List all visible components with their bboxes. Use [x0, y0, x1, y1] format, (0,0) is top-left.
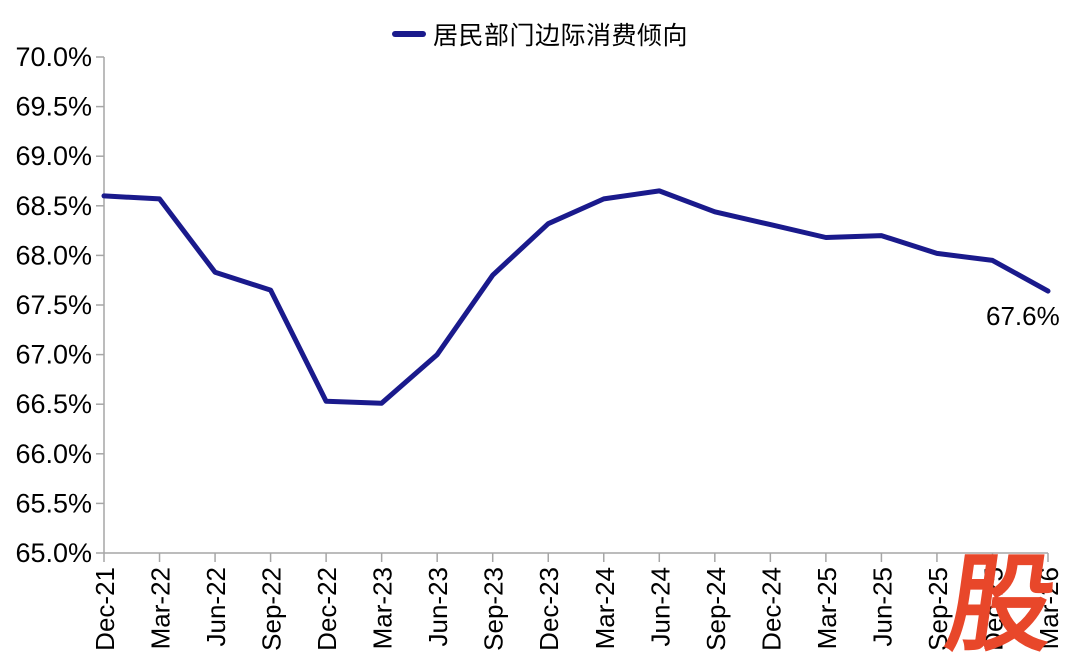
x-tick-label: Sep-25: [923, 567, 953, 651]
y-tick-label: 67.0%: [15, 340, 92, 370]
y-tick-label: 68.5%: [15, 191, 92, 221]
x-tick-label: Jun-23: [423, 567, 453, 647]
x-tick-label: Dec-22: [312, 567, 342, 651]
last-point-value-label: 67.6%: [986, 301, 1060, 331]
watermark-text: 股: [939, 543, 1063, 666]
x-tick-label: Mar-25: [812, 567, 842, 649]
y-tick-label: 65.0%: [15, 538, 92, 568]
x-tick-label: Jun-24: [645, 567, 675, 647]
legend-line-swatch: [391, 31, 426, 37]
x-tick-label: Mar-23: [368, 567, 398, 649]
data-line: [101, 188, 1051, 406]
x-tick-label: Dec-24: [756, 567, 786, 651]
y-tick-label: 68.0%: [15, 240, 92, 270]
x-tick-label: Jun-22: [201, 567, 231, 647]
y-tick-label: 70.0%: [15, 42, 92, 72]
x-tick-label: Dec-25: [978, 567, 1008, 651]
x-tick-label: Mar-24: [590, 567, 620, 649]
y-tick-label: 66.5%: [15, 389, 92, 419]
y-tick-label: 66.0%: [15, 439, 92, 469]
x-tick-label: Dec-21: [90, 567, 120, 651]
x-tick-label: Jun-25: [867, 567, 897, 647]
y-tick-label: 69.5%: [15, 92, 92, 122]
x-tick-label: Sep-23: [479, 567, 509, 651]
y-tick-label: 65.5%: [15, 488, 92, 518]
legend-series-label: 居民部门边际消费倾向: [432, 22, 688, 50]
x-tick-label: Mar-26: [1034, 567, 1064, 649]
chart-legend: 居民部门边际消费倾向: [0, 16, 1080, 52]
y-tick-label: 69.0%: [15, 141, 92, 171]
x-tick-label: Sep-22: [257, 567, 287, 651]
x-tick-label: Dec-23: [534, 567, 564, 651]
x-tick-label: Mar-22: [146, 567, 176, 649]
y-tick-label: 67.5%: [15, 290, 92, 320]
x-tick-label: Sep-24: [701, 567, 731, 651]
